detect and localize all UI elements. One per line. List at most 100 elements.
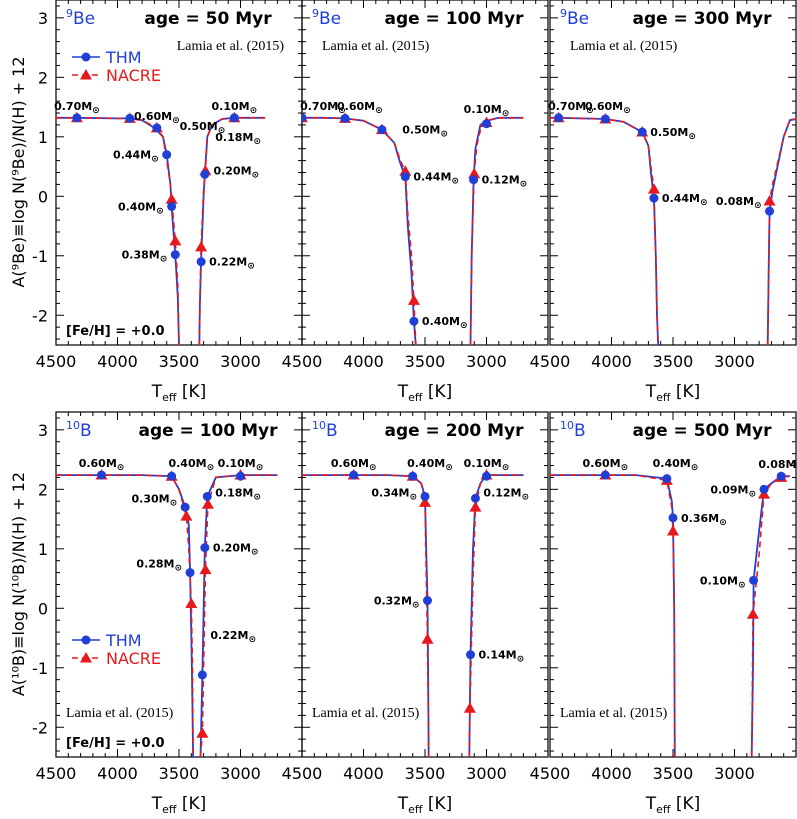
mass-annotation-value: 0.70M <box>300 100 338 113</box>
series-line-thm <box>468 474 524 757</box>
mass-annotation-value: 0.44M <box>413 171 451 184</box>
data-point-nacre <box>399 165 412 176</box>
mass-annotation-value: 0.40M <box>407 457 445 470</box>
series-group <box>302 111 524 345</box>
data-point-nacre <box>180 510 193 521</box>
citation-label: Lamia et al. (2015) <box>312 706 420 721</box>
sun-symbol: ⊙ <box>248 635 256 645</box>
x-axis-label: Teff [K] <box>645 382 701 404</box>
y-axis-label-b: A(¹⁰B)≡log N(¹⁰B)/N(H) + 12 <box>9 472 28 696</box>
data-point-thm <box>749 575 759 585</box>
series-line-nacre <box>766 118 796 345</box>
x-label-sub: eff <box>656 803 671 816</box>
x-tick-label: 4500 <box>530 764 571 783</box>
data-point-thm <box>469 175 479 185</box>
sun-symbol: ⊙ <box>251 548 259 558</box>
x-tick-label: 4000 <box>97 352 138 371</box>
mass-annotation: 0.40M⊙ <box>407 457 453 473</box>
series-line-nacre <box>469 117 524 345</box>
x-tick-label: 3500 <box>405 764 446 783</box>
mass-annotation: 0.10M⊙ <box>464 103 510 119</box>
element-mass-number: 9 <box>560 7 567 20</box>
metallicity-label: [Fe/H] = +0.0 <box>66 324 165 339</box>
sun-symbol: ⊙ <box>175 564 183 574</box>
x-tick-label: 4500 <box>282 764 323 783</box>
sun-symbol: ⊙ <box>369 463 377 473</box>
mass-annotation: 0.70M⊙ <box>300 100 346 116</box>
element-symbol: B <box>80 421 92 441</box>
mass-annotation: 0.10M⊙ <box>464 457 510 473</box>
x-label-sub: eff <box>162 391 177 404</box>
x-tick-label: 4500 <box>36 764 77 783</box>
mass-annotation: 0.60M⊙ <box>583 457 629 473</box>
mass-annotation: 0.40M⊙ <box>118 200 164 216</box>
mass-annotation-value: 0.10M <box>700 574 738 587</box>
element-symbol: Be <box>73 9 95 29</box>
sun-symbol: ⊙ <box>117 463 125 473</box>
series-line-nacre <box>56 474 194 757</box>
mass-annotation-value: 0.44M <box>113 149 151 162</box>
sun-symbol: ⊙ <box>691 463 699 473</box>
data-point-thm <box>197 670 207 680</box>
mass-annotation: 0.12M⊙ <box>482 174 528 190</box>
age-label: age = 100 Myr <box>138 421 278 441</box>
data-point-nacre <box>407 294 420 305</box>
mass-annotation-value: 0.12M <box>483 486 521 499</box>
sun-symbol: ⊙ <box>451 177 459 187</box>
x-tick-label: 4500 <box>530 352 571 371</box>
data-point-thm <box>765 206 775 216</box>
mass-annotation: 0.20M⊙ <box>213 542 259 558</box>
mass-annotation-value: 0.40M <box>118 200 156 213</box>
mass-annotation-value: 0.12M <box>482 174 520 187</box>
mass-annotation-value: 0.20M <box>213 165 251 178</box>
sun-symbol: ⊙ <box>520 180 528 190</box>
y-tick-label: -1 <box>32 247 48 266</box>
sun-symbol: ⊙ <box>170 498 178 508</box>
mass-annotation: 0.32M⊙ <box>374 595 420 611</box>
mass-annotation: 0.18M⊙ <box>215 486 261 502</box>
series-line-thm <box>469 116 524 345</box>
mass-annotation-value: 0.70M <box>548 100 586 113</box>
data-point-thm <box>152 123 162 133</box>
sun-symbol: ⊙ <box>738 580 746 590</box>
data-point-thm <box>662 474 672 484</box>
data-point-thm <box>200 543 210 553</box>
mass-annotation-value: 0.10M <box>464 457 502 470</box>
series-group <box>550 111 796 345</box>
mass-annotation: 0.08M⊙ <box>758 458 797 474</box>
sun-symbol: ⊙ <box>247 262 255 272</box>
data-point-thm <box>668 513 678 523</box>
sun-symbol: ⊙ <box>719 518 727 528</box>
mass-annotation-value: 0.50M <box>402 124 440 137</box>
x-tick-label: 3500 <box>653 764 694 783</box>
mass-annotation-value: 0.10M <box>212 100 250 113</box>
mass-annotation: 0.60M⊙ <box>134 110 180 126</box>
mass-annotation-value: 0.60M <box>337 100 375 113</box>
data-point-nacre <box>421 633 434 644</box>
mass-annotation: 0.12M⊙ <box>483 486 529 502</box>
mass-annotation-value: 0.32M <box>374 595 412 608</box>
mass-annotation: 0.28M⊙ <box>136 558 182 574</box>
panel-2: 4500 4000 3500 3000 Teff [K] 9Be age = 100 Myr… <box>282 0 549 404</box>
data-point-nacre <box>647 183 660 194</box>
x-tick-label: 3000 <box>466 352 507 371</box>
x-tick-label: 3000 <box>714 764 755 783</box>
series-group <box>550 469 791 757</box>
element-symbol: Be <box>567 9 589 29</box>
legend-marker-nacre <box>80 69 92 80</box>
data-point-nacre <box>195 240 208 252</box>
mass-annotation-value: 0.40M <box>422 315 460 328</box>
sun-symbol: ⊙ <box>207 463 215 473</box>
y-tick-label: 0 <box>38 599 48 618</box>
data-point-nacre <box>463 702 476 713</box>
x-label-main: T <box>645 794 657 814</box>
x-tick-label: 3000 <box>220 764 261 783</box>
mass-annotation: 0.50M⊙ <box>402 124 448 140</box>
element-symbol: B <box>574 421 586 441</box>
data-point-thm <box>408 471 418 481</box>
panel-3: 4500 4000 3500 3000 Teff [K] 9Be age = 300 Myr… <box>530 0 797 404</box>
sun-symbol: ⊙ <box>688 132 696 142</box>
mass-annotation: 0.22M⊙ <box>210 629 256 645</box>
